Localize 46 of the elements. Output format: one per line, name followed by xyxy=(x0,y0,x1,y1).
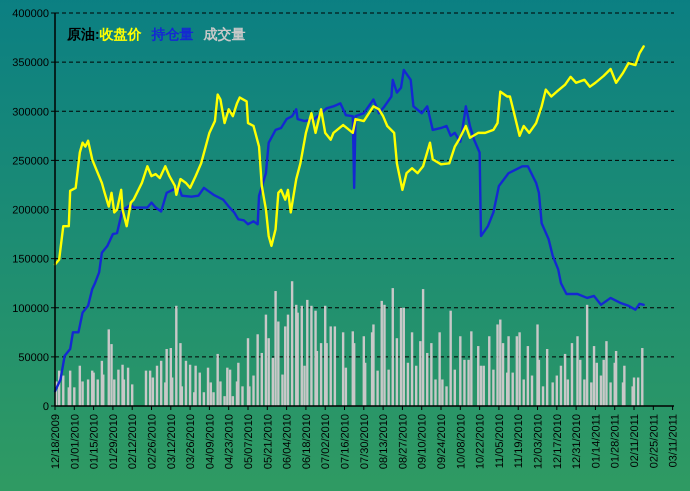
x-tick-label: 07/02/2010 xyxy=(320,414,332,470)
x-tick-label: 01/29/2010 xyxy=(108,414,120,470)
text: 成交量 xyxy=(202,26,246,42)
x-tick-label: 04/23/2010 xyxy=(224,414,236,470)
x-tick-label: 01/15/2010 xyxy=(88,414,101,470)
y-tick-label: 150000 xyxy=(12,254,49,266)
x-tick-label: 08/13/2010 xyxy=(378,414,390,470)
y-tick-label: 0 xyxy=(42,401,49,413)
x-tick-label: 12/18/2009 xyxy=(50,414,62,470)
y-tick-label: 350000 xyxy=(12,57,49,70)
x-tick-label: 12/03/2010 xyxy=(532,414,545,470)
x-tick-label: 05/07/2010 xyxy=(243,414,256,470)
legend-title: 原油: xyxy=(66,26,100,42)
y-tick-label: 200000 xyxy=(12,204,49,216)
x-tick-label: 11/05/2010 xyxy=(494,414,506,468)
x-tick-label: 09/10/2010 xyxy=(416,414,429,470)
x-tick-label: 10/22/2010 xyxy=(474,414,487,470)
x-tick-label: 03/26/2010 xyxy=(185,414,198,470)
x-tick-label: 12/17/2010 xyxy=(552,414,564,470)
y-tick-label: 400000 xyxy=(12,8,49,20)
x-tick-label: 06/04/2010 xyxy=(282,414,294,470)
x-tick-label: 01/28/2011 xyxy=(610,414,622,468)
text: 收盘价 xyxy=(100,26,143,42)
text: 持仓量 xyxy=(150,26,194,42)
x-tick-label: 11/19/2010 xyxy=(513,414,526,468)
x-tick-label: 02/26/2010 xyxy=(146,414,159,470)
x-tick-label: 08/27/2010 xyxy=(397,414,410,470)
x-tick-label: 03/12/2010 xyxy=(166,414,178,470)
x-tick-label: 02/12/2010 xyxy=(127,414,140,470)
y-tick-label: 250000 xyxy=(12,155,49,168)
x-tick-label: 01/01/2010 xyxy=(69,414,82,470)
y-tick-label: 50000 xyxy=(18,352,49,364)
x-tick-label: 01/14/2011 xyxy=(590,414,602,468)
x-tick-label: 02/25/2011 xyxy=(648,414,660,468)
x-tick-label: 07/30/2010 xyxy=(358,414,371,470)
x-tick-label: 10/08/2010 xyxy=(455,414,468,470)
y-tick-label: 300000 xyxy=(12,106,49,118)
x-tick-label: 06/18/2010 xyxy=(300,414,313,470)
x-tick-label: 02/11/2011 xyxy=(629,414,642,468)
x-tick-label: 04/09/2010 xyxy=(204,414,216,470)
x-tick-label: 12/31/2010 xyxy=(571,414,584,470)
x-tick-label: 09/24/2010 xyxy=(436,414,448,470)
x-tick-label: 03/11/2011 xyxy=(668,414,680,468)
x-tick-label: 07/16/2010 xyxy=(340,414,352,470)
y-tick-label: 100000 xyxy=(12,302,49,315)
x-tick-label: 05/21/2010 xyxy=(262,414,274,470)
